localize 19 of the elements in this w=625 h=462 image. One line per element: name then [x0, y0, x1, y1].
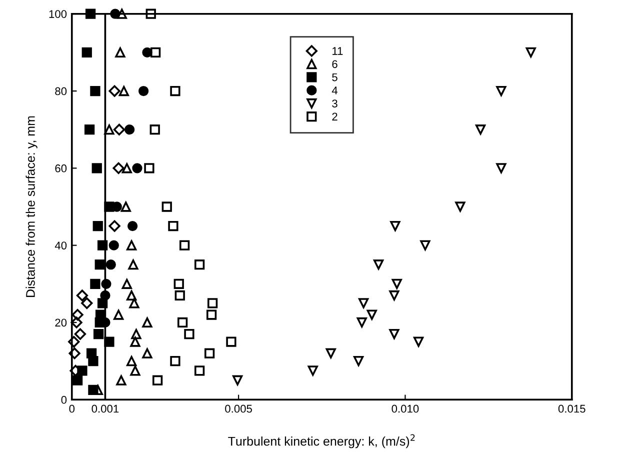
y-tick-label: 100 — [49, 10, 67, 18]
x-tick-label: 0 — [69, 404, 75, 413]
legend-label: 3 — [332, 100, 338, 108]
y-tick-label: 20 — [55, 318, 67, 327]
x-tick-label: 0.010 — [392, 404, 419, 413]
y-tick-label: 60 — [55, 164, 67, 172]
y-tick-label: 0 — [61, 396, 67, 404]
x-tick-label: 0.001 — [92, 404, 119, 413]
y-axis-title: Distance from the surface: y, mm — [26, 116, 38, 297]
legend-label: 2 — [332, 112, 338, 121]
y-tick-label: 40 — [54, 242, 67, 250]
x-tick-label: 0.015 — [558, 404, 586, 413]
x-tick-label: 0.005 — [225, 404, 252, 413]
x-axis-title: Turbulent kinetic energy: k, (m/s)$^{2}$ — [228, 434, 415, 448]
legend-label: 11 — [332, 47, 343, 55]
legend-label: 4 — [332, 86, 338, 94]
y-tick-label: 80 — [55, 87, 67, 96]
legend-label: 6 — [332, 60, 338, 68]
legend-label: 5 — [332, 73, 338, 82]
